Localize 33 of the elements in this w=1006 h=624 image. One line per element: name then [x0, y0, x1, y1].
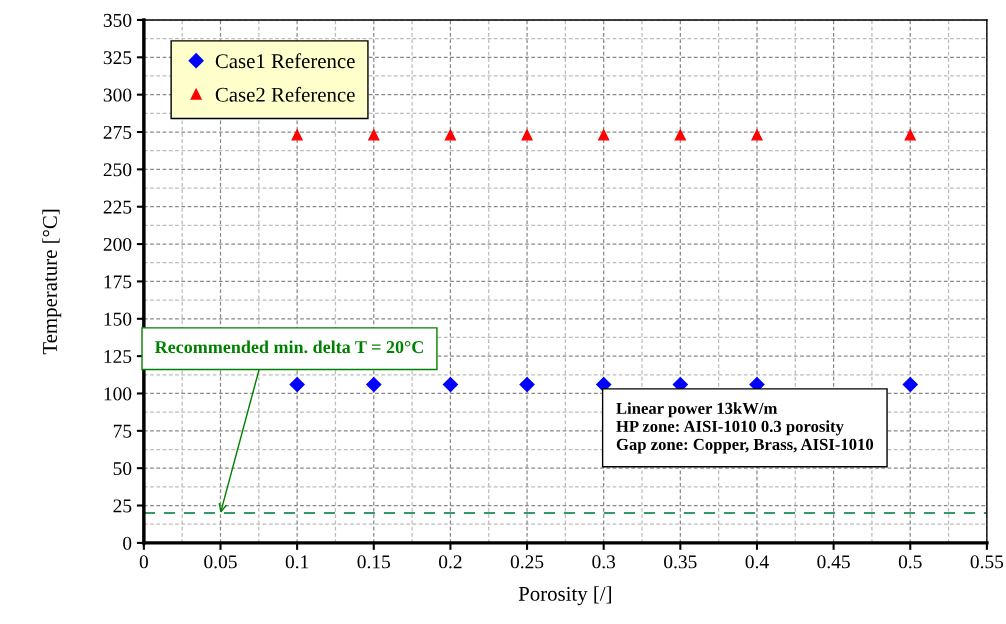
y-tick-label: 100	[104, 387, 132, 401]
x-tick-label: 0.1	[285, 555, 309, 569]
x-tick-label: 0.45	[817, 555, 850, 569]
y-tick-label: 175	[104, 275, 132, 289]
y-tick-label: 275	[103, 125, 132, 139]
y-axis-title: Temperature [°C]	[42, 209, 62, 355]
y-tick-label: 0	[123, 536, 132, 550]
y-tick-label: 25	[113, 499, 132, 513]
x-tick-label: 0.35	[664, 555, 697, 569]
y-tick-label: 300	[103, 88, 132, 102]
y-tick-label: 150	[104, 312, 132, 326]
y-tick-label: 225	[103, 200, 132, 214]
x-tick-label: 0.4	[745, 555, 769, 569]
annotation: Linear power 13kW/m HP zone: AISI-1010 0.3 porosity Gap zone: Copper, Brass, AISI-1010	[616, 402, 874, 454]
y-tick-label: 125	[104, 350, 132, 364]
annotation: Recommended min. delta T = 20°C	[154, 340, 423, 354]
legend-label: Case2 Reference	[215, 86, 355, 102]
y-tick-label: 350	[103, 13, 132, 27]
y-tick-label: 75	[113, 424, 132, 438]
x-tick-label: 0	[139, 555, 148, 569]
x-tick-label: 0.55	[970, 555, 1004, 569]
x-tick-label: 0.25	[510, 555, 544, 569]
y-tick-label: 325	[103, 51, 132, 65]
x-tick-label: 0.5	[898, 555, 922, 569]
y-tick-label: 200	[103, 237, 132, 252]
x-tick-label: 0.15	[357, 555, 391, 569]
y-tick-label: 50	[113, 461, 132, 476]
y-tick-label: 250	[103, 163, 132, 177]
x-tick-label: 0.3	[592, 555, 616, 569]
x-axis-title: Porosity [/]	[518, 586, 611, 606]
x-tick-label: 0.05	[204, 555, 237, 569]
legend-label: Case1 Reference	[215, 53, 355, 69]
x-tick-label: 0.2	[439, 555, 462, 569]
